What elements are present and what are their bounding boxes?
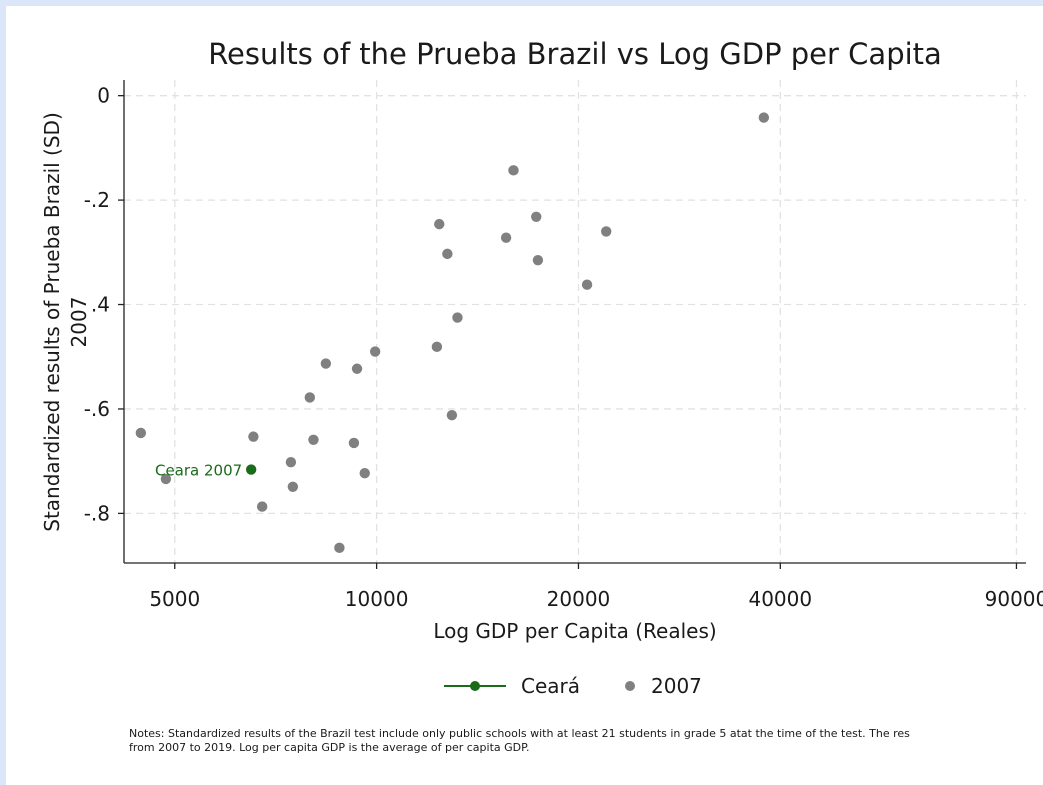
point-2007 bbox=[452, 312, 463, 323]
y-tick-label: -.8 bbox=[84, 501, 110, 525]
legend-2007-label: 2007 bbox=[651, 674, 702, 698]
point-2007 bbox=[351, 363, 363, 374]
point-2007 bbox=[359, 467, 370, 479]
chart-frame: Results of the Prueba Brazil vs Log GDP … bbox=[6, 6, 1043, 785]
x-tick-label: 10000 bbox=[345, 587, 409, 611]
point-2007 bbox=[369, 346, 381, 357]
x-axis-title: Log GDP per Capita (Reales) bbox=[433, 619, 716, 643]
point-2007 bbox=[334, 542, 345, 554]
x-tick-label: 90000 bbox=[985, 587, 1043, 611]
data-points: Ceara 2007 bbox=[135, 112, 770, 554]
point-2007 bbox=[135, 427, 147, 439]
legend-ceara-marker bbox=[470, 681, 480, 691]
point-2007 bbox=[442, 248, 453, 260]
point-2007 bbox=[500, 232, 512, 243]
y-axis-title: Standardized results of Prueba Brazil (S… bbox=[40, 112, 64, 531]
legend-ceara-label: Ceará bbox=[521, 674, 580, 698]
grid-lines bbox=[124, 80, 1026, 563]
legend-2007-marker bbox=[625, 681, 635, 691]
point-2007 bbox=[601, 226, 612, 237]
point-2007 bbox=[256, 501, 268, 512]
point-annotation: Ceara 2007 bbox=[155, 462, 242, 480]
point-2007 bbox=[446, 410, 458, 421]
x-tick-label: 40000 bbox=[748, 587, 812, 611]
y-tick-label: .4 bbox=[91, 293, 110, 317]
point-2007 bbox=[581, 279, 593, 290]
y-axis-title-year: 2007 bbox=[67, 297, 91, 348]
point-2007 bbox=[758, 112, 770, 123]
y-tick-label: 0 bbox=[97, 84, 110, 108]
x-tick-label: 5000 bbox=[149, 587, 200, 611]
point-2007 bbox=[348, 437, 360, 449]
point-2007 bbox=[508, 165, 519, 176]
legend: Ceará 2007 bbox=[444, 674, 702, 698]
axis-ticks: 5000 10000 20000 40000 90000 0 -.2 .4 -.6 -.8 bbox=[84, 84, 1043, 611]
notes-line-1: Notes: Standardized results of the Brazi… bbox=[129, 727, 910, 740]
point-2007 bbox=[304, 392, 316, 403]
point-2007 bbox=[531, 211, 542, 223]
scatter-chart: Results of the Prueba Brazil vs Log GDP … bbox=[40, 37, 1043, 754]
point-2007 bbox=[320, 358, 332, 369]
y-tick-label: -.2 bbox=[84, 188, 110, 212]
chart-title: Results of the Prueba Brazil vs Log GDP … bbox=[208, 37, 942, 71]
y-tick-label: -.6 bbox=[84, 397, 110, 421]
point-2007 bbox=[532, 254, 544, 266]
point-2007 bbox=[287, 481, 299, 492]
point-2007 bbox=[160, 473, 172, 485]
point-2007 bbox=[308, 434, 319, 445]
notes-line-2: from 2007 to 2019. Log per capita GDP is… bbox=[129, 741, 530, 754]
point-2007 bbox=[248, 431, 259, 442]
point-2007 bbox=[434, 218, 445, 230]
x-tick-label: 20000 bbox=[547, 587, 611, 611]
point-2007 bbox=[431, 341, 443, 353]
point-2007 bbox=[285, 457, 297, 468]
point-ceara bbox=[245, 464, 257, 475]
